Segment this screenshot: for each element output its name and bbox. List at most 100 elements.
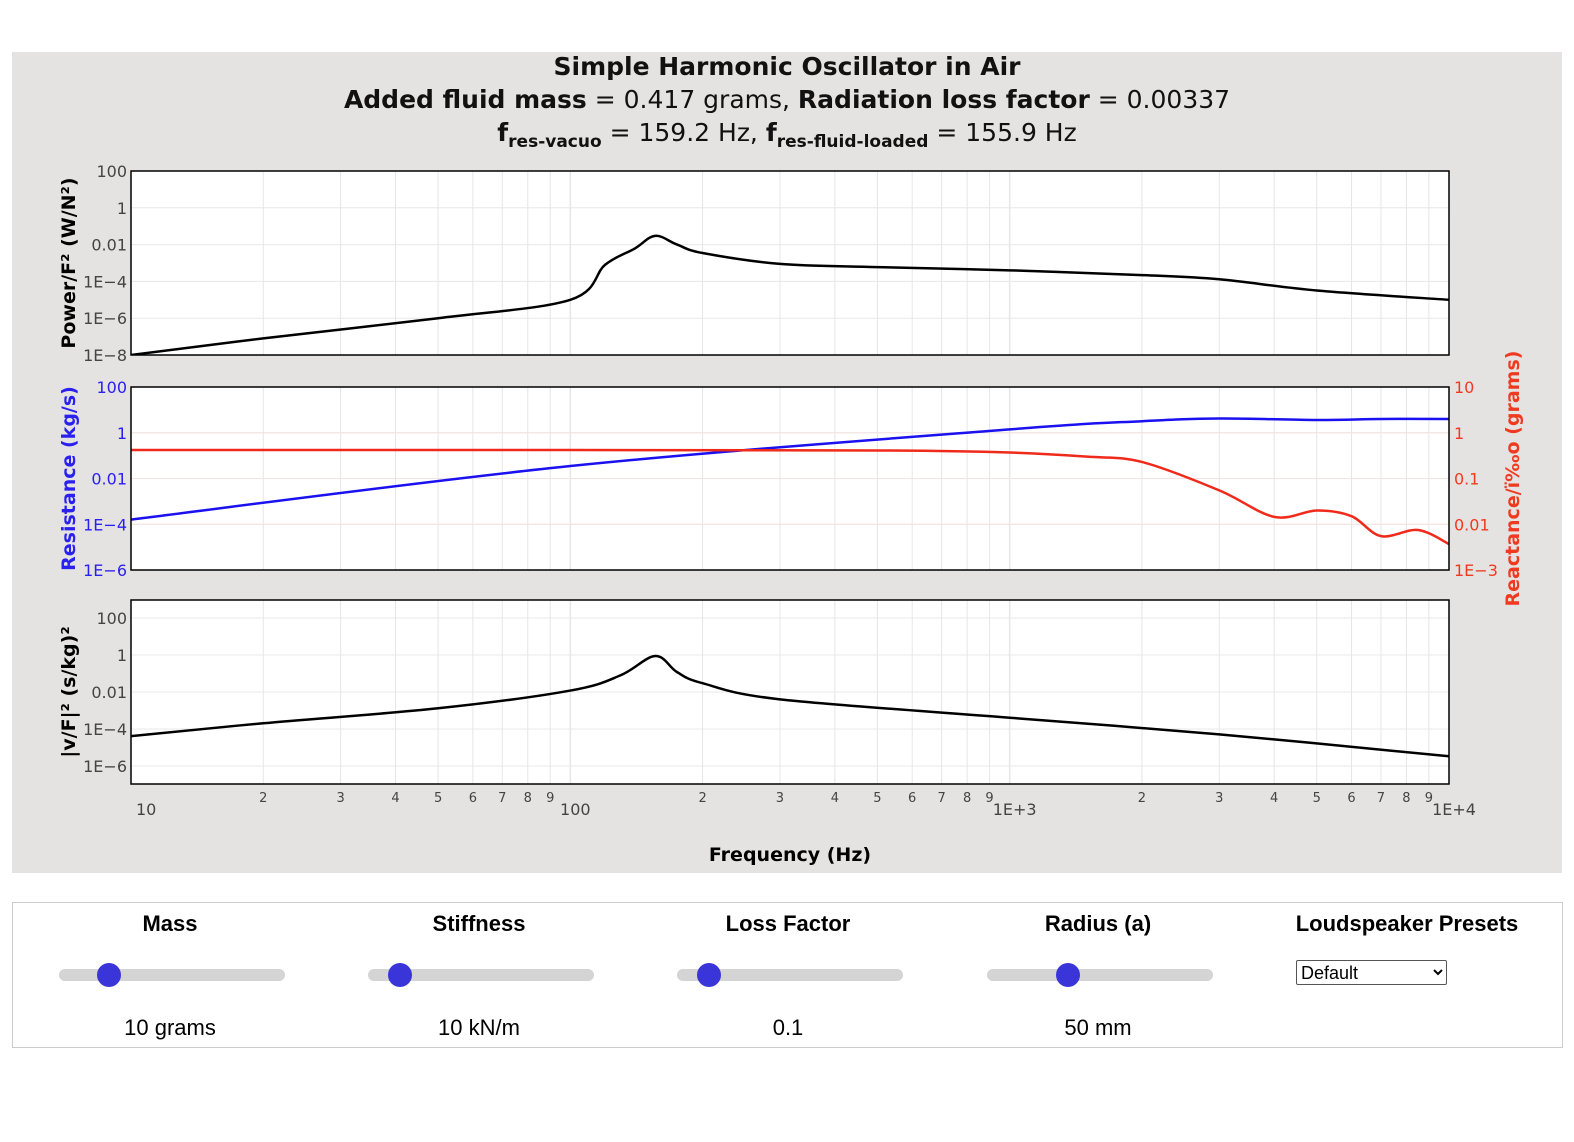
y-tick-label-right: 0.1: [1454, 470, 1479, 489]
x-tick-label-major: 1E+3: [993, 800, 1037, 819]
y-tick-label: 100: [96, 378, 127, 397]
added-mass-label: Added fluid mass: [343, 85, 587, 114]
x-tick-label-minor: 6: [469, 791, 477, 806]
loss-factor-label: Radiation loss factor: [797, 85, 1090, 114]
x-tick-label-minor: 8: [1402, 791, 1410, 806]
x-tick-label-minor: 2: [1138, 791, 1146, 806]
x-tick-label-minor: 6: [908, 791, 916, 806]
controls-panel: Mass 10 grams Stiffness 10 kN/m Loss Fac…: [12, 902, 1563, 1048]
x-tick-label-minor: 5: [1313, 791, 1321, 806]
x-tick-label-minor: 3: [1215, 791, 1223, 806]
x-tick-label-major: 1E+4: [1432, 800, 1476, 819]
loss-factor-control-label: Loss Factor: [725, 911, 851, 936]
x-tick-label-minor: 5: [434, 791, 442, 806]
f-res-fluid-sub: res-fluid-loaded: [776, 132, 929, 152]
series-line-0-0: [131, 234, 1449, 355]
presets-label: Loudspeaker Presets: [1295, 911, 1519, 936]
y-tick-label: 1: [117, 199, 127, 218]
x-tick-label-minor: 7: [498, 791, 506, 806]
y-axis-label-right: Reactance/ï‰o (grams): [1502, 351, 1524, 607]
loss-factor-control: Loss Factor 0.1: [633, 903, 943, 1047]
chart-subtitle-line3: fres-vacuo = 159.2 Hz, fres-fluid-loaded…: [12, 118, 1562, 152]
f-res-vacuo-sub: res-vacuo: [508, 132, 602, 152]
radius-label: Radius (a): [1044, 911, 1152, 936]
x-tick-label-minor: 7: [937, 791, 945, 806]
radius-slider[interactable]: [987, 963, 1213, 987]
y-tick-label: 1E−6: [83, 309, 127, 328]
y-tick-label: 1E−4: [83, 272, 127, 291]
y-tick-label: 1E−6: [83, 757, 127, 776]
y-tick-label: 1: [117, 646, 127, 665]
stiffness-control: Stiffness 10 kN/m: [324, 903, 634, 1047]
y-axis-label: |v/F|² (s/kg)²: [58, 626, 80, 757]
added-mass-value: = 0.417 grams,: [586, 85, 798, 114]
y-tick-label-right: 0.01: [1454, 515, 1490, 534]
y-tick-label: 1E−8: [83, 346, 127, 365]
x-tick-label-minor: 9: [546, 791, 554, 806]
y-tick-label: 0.01: [91, 470, 127, 489]
mass-slider-thumb[interactable]: [96, 963, 121, 987]
plot-border: [130, 386, 1450, 571]
loss-factor-slider-thumb[interactable]: [696, 963, 721, 987]
y-tick-label: 1E−6: [83, 561, 127, 580]
y-tick-label: 1: [117, 424, 127, 443]
radius-value: 50 mm: [1064, 1015, 1132, 1040]
loss-factor-control-value: 0.1: [772, 1015, 804, 1040]
radius-slider-thumb[interactable]: [1056, 963, 1081, 987]
x-tick-label-minor: 8: [963, 791, 971, 806]
y-tick-label: 100: [96, 609, 127, 628]
f-res-vacuo-value: = 159.2 Hz,: [601, 118, 766, 147]
radius-control: Radius (a) 50 mm: [943, 903, 1253, 1047]
mass-label: Mass: [142, 911, 198, 936]
series-line-2-0: [131, 654, 1449, 758]
x-tick-label-minor: 4: [1270, 791, 1278, 806]
plot-background: [131, 171, 1449, 355]
x-tick-label-minor: 6: [1347, 791, 1355, 806]
x-tick-label-minor: 3: [336, 791, 344, 806]
stiffness-slider[interactable]: [368, 963, 594, 987]
chart-title: Simple Harmonic Oscillator in Air: [553, 52, 1021, 81]
y-tick-label-right: 1: [1454, 424, 1464, 443]
mass-value: 10 grams: [124, 1015, 216, 1040]
presets-control: Loudspeaker Presets Default: [1252, 903, 1562, 1047]
x-tick-label-minor: 4: [831, 791, 839, 806]
x-tick-label-minor: 3: [776, 791, 784, 806]
presets-select[interactable]: Default: [1296, 960, 1447, 985]
plot-border: [130, 599, 1450, 785]
x-tick-label-minor: 2: [698, 791, 706, 806]
y-tick-label: 1E−4: [83, 515, 127, 534]
plot-border: [130, 170, 1450, 356]
x-tick-label-minor: 7: [1377, 791, 1385, 806]
chart-area: 100 1 0.01 1E−4 1E−6 1E−8 Power/F² (W/N²) 100 1 0…: [12, 52, 1562, 873]
stiffness-slider-thumb[interactable]: [387, 963, 412, 987]
y-tick-label: 1E−4: [83, 720, 127, 739]
f-res-fluid-label: f: [765, 118, 777, 147]
x-axis-label: Frequency (Hz): [709, 844, 871, 866]
y-tick-label: 0.01: [91, 683, 127, 702]
y-tick-label: 0.01: [91, 236, 127, 255]
chart-subtitle-line2: Added fluid mass = 0.417 grams, Radiatio…: [12, 85, 1562, 114]
loss-factor-slider[interactable]: [677, 963, 903, 987]
mass-slider[interactable]: [59, 963, 285, 987]
y-tick-label: 100: [96, 162, 127, 181]
x-tick-label-minor: 9: [1425, 791, 1433, 806]
x-tick-label-minor: 2: [259, 791, 267, 806]
series-line-1-1: [131, 448, 1449, 546]
x-tick-label-minor: 5: [873, 791, 881, 806]
mass-control: Mass 10 grams: [15, 903, 325, 1047]
f-res-vacuo-label: f: [497, 118, 509, 147]
stiffness-value: 10 kN/m: [438, 1015, 520, 1040]
y-tick-label-right: 10: [1454, 378, 1474, 397]
y-axis-label: Resistance (kg/s): [58, 386, 80, 571]
loss-factor-value: = 0.00337: [1089, 85, 1231, 114]
x-tick-label-minor: 8: [524, 791, 532, 806]
y-axis-label: Power/F² (W/N²): [58, 177, 80, 348]
y-tick-label-right: 1E−3: [1454, 561, 1498, 580]
x-tick-label-minor: 9: [985, 791, 993, 806]
x-tick-label-minor: 4: [391, 791, 399, 806]
stiffness-label: Stiffness: [432, 911, 526, 936]
x-tick-label-major: 10: [136, 800, 156, 819]
x-tick-label-major: 100: [560, 800, 591, 819]
f-res-fluid-value: = 155.9 Hz: [928, 118, 1077, 147]
